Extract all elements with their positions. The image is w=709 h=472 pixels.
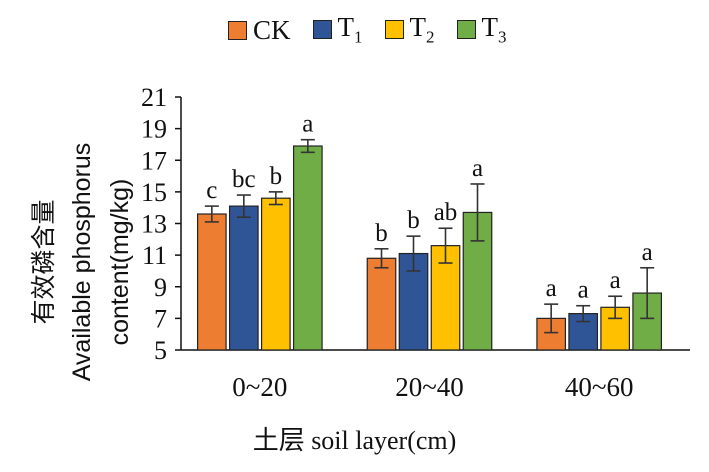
y-axis-label-cn: 有效磷含量 — [29, 199, 58, 325]
x-tick-label: 40~60 — [565, 372, 634, 402]
x-axis-label: 土层 soil layer(cm) — [252, 426, 457, 455]
significance-label: a — [578, 277, 589, 304]
significance-label: a — [610, 267, 621, 294]
legend-label: T2 — [409, 12, 435, 47]
y-tick-label: 19 — [141, 115, 167, 144]
legend-swatch — [384, 20, 404, 40]
legend-swatch — [228, 20, 247, 40]
legend-item: T3 — [456, 12, 507, 47]
bar — [196, 213, 227, 351]
legend-label: CK — [253, 14, 291, 45]
significance-label: b — [407, 207, 420, 234]
x-tick-label: 0~20 — [232, 372, 287, 402]
significance-label: b — [375, 220, 388, 247]
y-axis-label: 有效磷含量 Available phosphorus content(mg/kg… — [25, 143, 139, 382]
legend-label: T1 — [337, 12, 363, 47]
bar — [260, 197, 291, 351]
y-tick-label: 9 — [154, 273, 167, 302]
significance-label: a — [302, 111, 313, 138]
legend-swatch — [456, 20, 476, 40]
bar — [292, 145, 323, 351]
legend-item: T2 — [384, 12, 435, 47]
significance-label: a — [472, 155, 483, 182]
y-axis-label-en-1: Available phosphorus — [68, 142, 96, 382]
y-tick-label: 7 — [154, 304, 167, 333]
significance-label: bc — [232, 166, 256, 193]
significance-label: a — [546, 275, 557, 302]
y-tick-label: 21 — [141, 83, 167, 112]
bar — [228, 205, 259, 351]
y-tick-label: 17 — [141, 146, 167, 175]
significance-label: ab — [434, 199, 458, 226]
legend-item: T1 — [312, 12, 363, 47]
y-tick-label: 5 — [154, 336, 167, 365]
bar — [430, 245, 461, 351]
y-axis-label-en-2: content(mg/kg) — [106, 178, 134, 346]
significance-label: c — [206, 177, 217, 204]
significance-label: a — [642, 239, 653, 266]
bar — [366, 257, 397, 351]
significance-label: b — [270, 163, 283, 190]
legend-item: CK — [228, 15, 291, 46]
legend-swatch — [312, 20, 332, 40]
legend: CK T1 T2 T3 — [228, 12, 507, 48]
y-tick-label: 15 — [141, 178, 167, 207]
y-tick-label: 13 — [141, 210, 167, 239]
y-tick-label: 11 — [142, 241, 167, 270]
x-tick-label: 20~40 — [395, 372, 464, 402]
legend-label: T3 — [481, 12, 507, 47]
